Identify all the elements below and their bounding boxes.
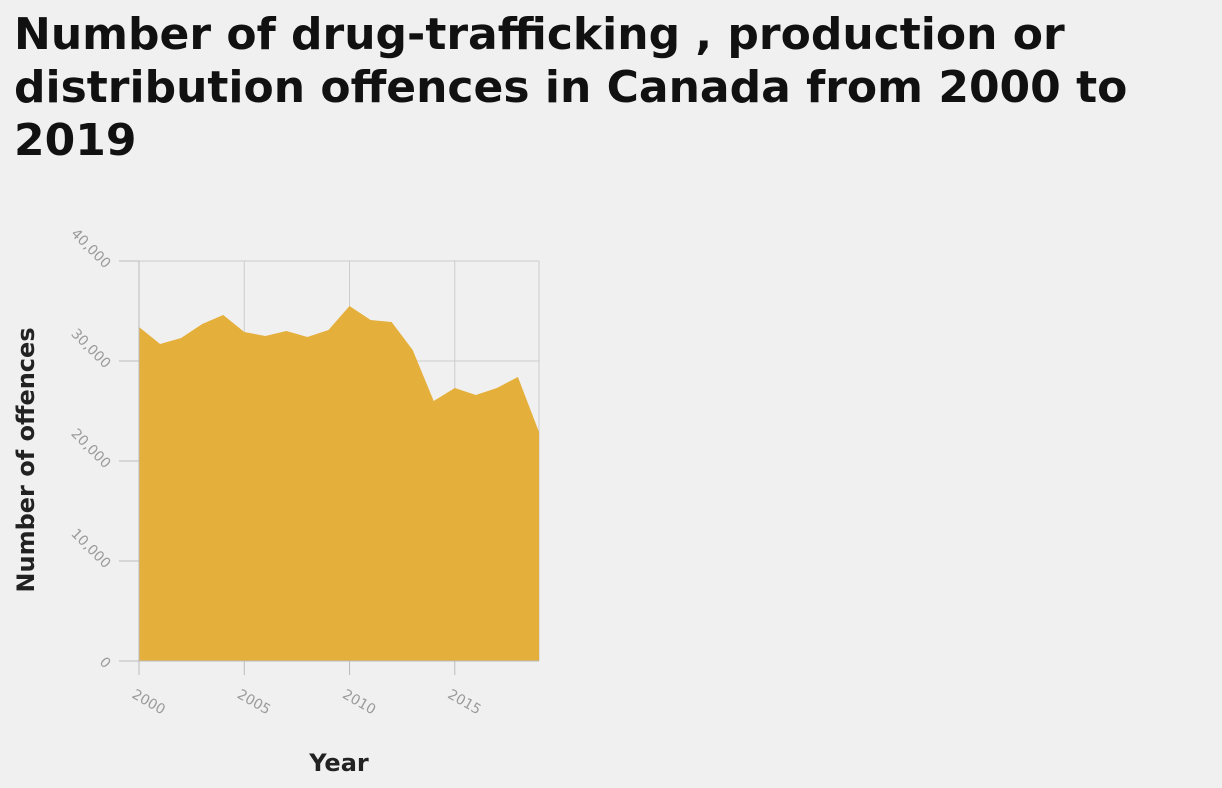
x-tick-label: 2005 bbox=[234, 687, 273, 719]
y-tick-label: 10,000 bbox=[68, 526, 114, 572]
data-point bbox=[473, 392, 479, 398]
x-tick-label: 2010 bbox=[340, 687, 379, 719]
chart-title: Number of drug-trafficking , production … bbox=[14, 9, 1128, 166]
y-tick-label: 40,000 bbox=[68, 226, 114, 272]
data-point bbox=[326, 327, 332, 333]
data-point bbox=[452, 385, 458, 391]
data-point bbox=[178, 335, 184, 341]
y-tick-label: 30,000 bbox=[68, 326, 114, 372]
y-tick-label: 20,000 bbox=[68, 426, 114, 472]
data-point bbox=[262, 333, 268, 339]
data-point bbox=[220, 312, 226, 318]
data-point bbox=[157, 341, 163, 347]
data-point bbox=[389, 319, 395, 325]
area-fill bbox=[139, 306, 539, 661]
x-tick-label: 2000 bbox=[129, 687, 168, 719]
data-point bbox=[347, 303, 353, 309]
axes bbox=[119, 260, 539, 675]
data-point bbox=[494, 385, 500, 391]
data-point bbox=[199, 321, 205, 327]
area-series bbox=[139, 303, 542, 661]
data-point bbox=[283, 328, 289, 334]
data-point bbox=[368, 317, 374, 323]
x-tick-label: 2015 bbox=[445, 687, 484, 719]
data-point bbox=[304, 334, 310, 340]
data-point bbox=[410, 347, 416, 353]
x-axis-title: Year bbox=[308, 749, 369, 777]
y-axis-title: Number of offences bbox=[12, 327, 40, 592]
data-point bbox=[515, 374, 521, 380]
y-tick-label: 0 bbox=[96, 654, 114, 672]
data-point bbox=[431, 398, 437, 404]
data-point bbox=[536, 429, 542, 435]
data-point bbox=[241, 329, 247, 335]
